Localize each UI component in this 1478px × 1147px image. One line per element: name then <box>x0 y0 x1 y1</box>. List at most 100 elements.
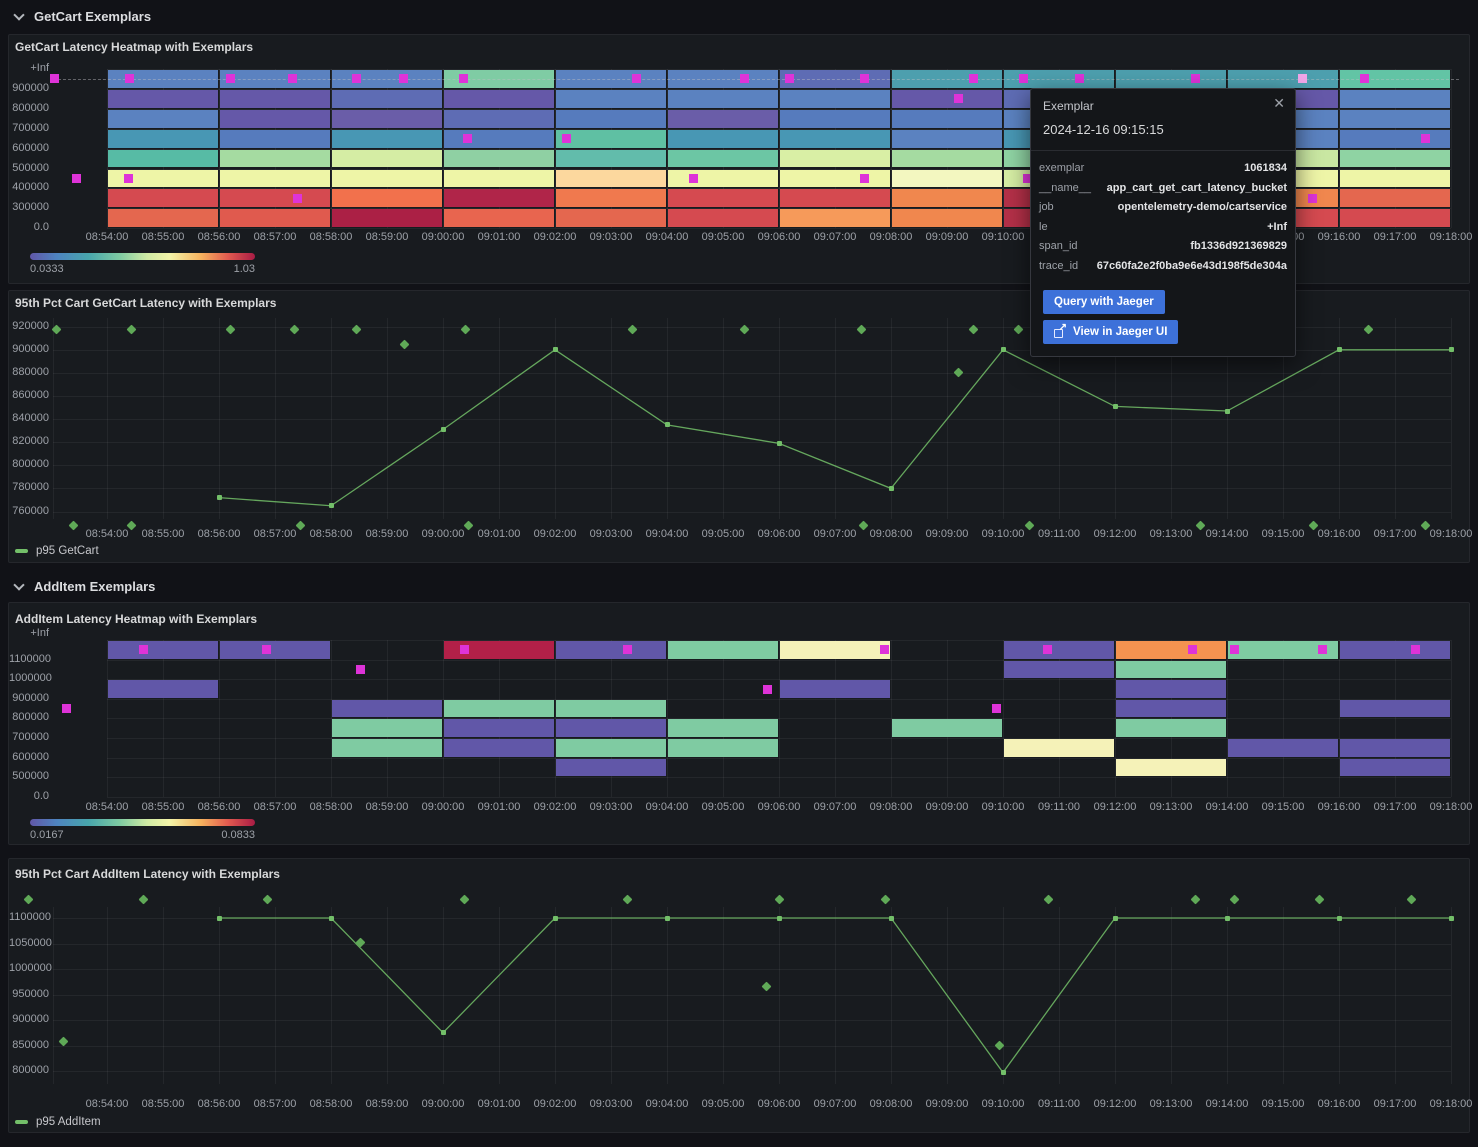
heatmap-cell[interactable] <box>220 109 330 128</box>
heatmap-cell[interactable] <box>220 169 330 188</box>
heatmap-cell[interactable] <box>1004 739 1114 757</box>
heatmap-cell[interactable] <box>444 189 554 208</box>
heatmap-cell[interactable] <box>1340 109 1450 128</box>
heatmap-cell[interactable] <box>1116 660 1226 679</box>
heatmap-cell[interactable] <box>444 89 554 108</box>
heatmap-cell[interactable] <box>444 719 554 737</box>
heatmap-cell[interactable] <box>556 758 666 777</box>
heatmap-cell[interactable] <box>668 209 778 228</box>
heatmap-cell[interactable] <box>1340 739 1450 757</box>
heatmap-cell[interactable] <box>556 129 666 148</box>
series-legend[interactable]: p95 AddItem <box>15 1116 101 1128</box>
heatmap-cell[interactable] <box>668 70 778 88</box>
exemplar-marker[interactable] <box>71 173 81 183</box>
exemplar-marker[interactable] <box>879 645 889 655</box>
heatmap-cell[interactable] <box>668 169 778 188</box>
heatmap-cell[interactable] <box>332 209 442 228</box>
exemplar-diamond[interactable] <box>139 894 149 905</box>
panel-title-getcart-heatmap[interactable]: GetCart Latency Heatmap with Exemplars <box>15 40 254 54</box>
exemplar-marker[interactable] <box>1018 74 1028 84</box>
exemplar-marker[interactable] <box>225 74 235 84</box>
exemplar-diamond[interactable] <box>289 324 299 334</box>
exemplar-diamond[interactable] <box>459 894 470 905</box>
data-point[interactable] <box>216 495 222 501</box>
data-point[interactable] <box>1336 915 1342 921</box>
exemplar-diamond[interactable] <box>1013 324 1024 334</box>
heatmap-cell[interactable] <box>556 89 666 108</box>
exemplar-marker[interactable] <box>61 704 71 714</box>
view-in-jaeger-ui-button[interactable]: ↗ View in Jaeger UI <box>1043 320 1179 344</box>
heatmap-cell[interactable] <box>668 129 778 148</box>
exemplar-marker[interactable] <box>1074 74 1084 84</box>
heatmap-cell[interactable] <box>332 169 442 188</box>
heatmap-cell[interactable] <box>892 109 1002 128</box>
close-icon[interactable]: ✕ <box>1273 95 1285 111</box>
exemplar-marker[interactable] <box>462 134 472 144</box>
data-point[interactable] <box>216 915 222 921</box>
exemplar-marker[interactable] <box>123 173 133 183</box>
exemplar-marker[interactable] <box>1190 74 1200 84</box>
heatmap-cell[interactable] <box>1116 699 1226 718</box>
heatmap-cell[interactable] <box>668 109 778 128</box>
heatmap-cell[interactable] <box>556 641 666 659</box>
heatmap-cell[interactable] <box>332 739 442 757</box>
exemplar-marker[interactable] <box>1307 193 1317 203</box>
section-row-getcart[interactable]: GetCart Exemplars <box>0 2 1478 30</box>
heatmap-cell[interactable] <box>1004 70 1114 88</box>
heatmap-cell[interactable] <box>556 109 666 128</box>
exemplar-marker[interactable] <box>762 684 772 694</box>
data-point[interactable] <box>552 347 558 353</box>
heatmap-cell[interactable] <box>668 189 778 208</box>
data-point[interactable] <box>552 915 558 921</box>
exemplar-marker[interactable] <box>689 173 699 183</box>
heatmap-cell[interactable] <box>1116 758 1226 777</box>
data-point[interactable] <box>1448 347 1454 353</box>
data-point[interactable] <box>440 426 446 432</box>
query-with-jaeger-button[interactable]: Query with Jaeger <box>1043 290 1165 314</box>
heatmap-cell[interactable] <box>332 109 442 128</box>
data-point[interactable] <box>1000 347 1006 353</box>
heatmap-cell[interactable] <box>444 209 554 228</box>
heatmap-cell[interactable] <box>332 699 442 718</box>
heatmap-cell[interactable] <box>108 149 218 168</box>
data-point[interactable] <box>664 422 670 428</box>
heatmap-cell[interactable] <box>892 129 1002 148</box>
exemplar-marker[interactable] <box>460 645 470 655</box>
exemplar-diamond[interactable] <box>1190 894 1201 905</box>
panel-title-additem-heatmap[interactable]: AddItem Latency Heatmap with Exemplars <box>15 612 258 626</box>
heatmap-cell[interactable] <box>1340 758 1450 777</box>
heatmap-cell[interactable] <box>1228 739 1338 757</box>
exemplar-marker[interactable] <box>1318 645 1328 655</box>
heatmap-cell[interactable] <box>108 169 218 188</box>
heatmap-cell[interactable] <box>444 149 554 168</box>
heatmap-cell[interactable] <box>332 719 442 737</box>
heatmap-cell[interactable] <box>108 189 218 208</box>
exemplar-marker[interactable] <box>1410 645 1420 655</box>
heatmap-cell[interactable] <box>1340 699 1450 718</box>
heatmap-cell[interactable] <box>108 70 218 88</box>
exemplar-marker[interactable] <box>288 74 298 84</box>
heatmap-cell[interactable] <box>892 189 1002 208</box>
heatmap-cell[interactable] <box>332 189 442 208</box>
heatmap-cell[interactable] <box>444 109 554 128</box>
heatmap-cell[interactable] <box>108 209 218 228</box>
exemplar-diamond[interactable] <box>1363 324 1374 334</box>
heatmap-cell[interactable] <box>108 680 218 698</box>
heatmap-cell[interactable] <box>332 89 442 108</box>
heatmap-cell[interactable] <box>1340 189 1450 208</box>
heatmap-cell[interactable] <box>220 641 330 659</box>
data-point[interactable] <box>440 1030 446 1036</box>
exemplar-marker[interactable] <box>859 74 869 84</box>
heatmap-cell[interactable] <box>108 89 218 108</box>
exemplar-marker[interactable] <box>398 74 408 84</box>
heatmap-cell[interactable] <box>220 70 330 88</box>
heatmap-cell[interactable] <box>556 209 666 228</box>
data-point[interactable] <box>776 915 782 921</box>
exemplar-diamond[interactable] <box>1406 894 1417 905</box>
exemplar-diamond[interactable] <box>126 324 137 334</box>
exemplar-diamond[interactable] <box>225 324 236 334</box>
heatmap-cell[interactable] <box>780 149 890 168</box>
exemplar-marker[interactable] <box>125 74 135 84</box>
heatmap-cell[interactable] <box>1116 719 1226 737</box>
heatmap-cell[interactable] <box>444 699 554 718</box>
